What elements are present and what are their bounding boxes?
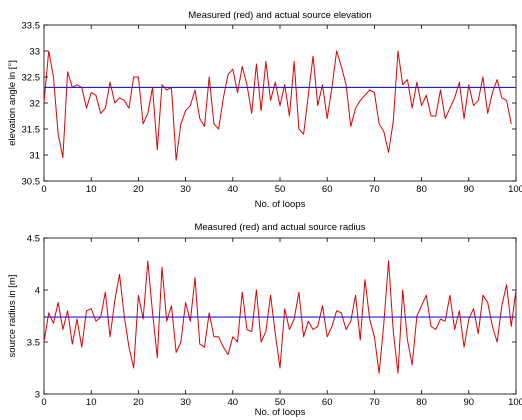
radius-y-tick-label: 4 [35, 286, 40, 297]
elevation-chart: Measured (red) and actual source elevati… [7, 10, 522, 210]
radius-y-tick-label: 3.5 [27, 338, 40, 349]
elevation-x-tick-label: 80 [416, 184, 427, 195]
elevation-y-axis-label: elevation angle in [°] [7, 60, 18, 146]
elevation-x-tick-label: 10 [86, 184, 97, 195]
elevation-y-tick-label: 32.5 [22, 73, 41, 84]
radius-x-tick-label: 50 [275, 397, 286, 408]
elevation-x-tick-label: 30 [180, 184, 191, 195]
elevation-y-tick-label: 32 [29, 99, 40, 110]
elevation-x-tick-label: 50 [275, 184, 286, 195]
elevation-x-tick-label: 20 [133, 184, 144, 195]
elevation-x-axis-label: No. of loops [255, 199, 306, 210]
radius-chart: Measured (red) and actual source radius … [7, 222, 522, 418]
radius-x-tick-label: 30 [180, 397, 191, 408]
elevation-y-tick-label: 31.5 [22, 125, 41, 136]
radius-x-tick-label: 70 [369, 397, 380, 408]
radius-x-tick-label: 20 [133, 397, 144, 408]
radius-chart-title: Measured (red) and actual source radius [194, 222, 365, 233]
radius-x-tick-label: 60 [322, 397, 333, 408]
elevation-x-tick-label: 90 [464, 184, 475, 195]
radius-y-tick-label: 3 [35, 390, 40, 401]
elevation-y-tick-label: 30.5 [22, 177, 41, 188]
elevation-x-tick-label: 70 [369, 184, 380, 195]
elevation-y-tick-label: 31 [29, 151, 40, 162]
elevation-y-tick-label: 33.5 [22, 21, 41, 32]
radius-x-tick-label: 40 [228, 397, 239, 408]
elevation-measured-series-line [43, 50, 512, 161]
radius-x-tick-label: 80 [416, 397, 427, 408]
radius-y-tick-label: 4.5 [27, 234, 40, 245]
elevation-x-tick-label: 40 [228, 184, 239, 195]
radius-x-tick-label: 100 [508, 397, 522, 408]
radius-x-tick-label: 10 [86, 397, 97, 408]
radius-plot-area [43, 237, 517, 395]
radius-x-tick-label: 0 [41, 397, 46, 408]
elevation-y-tick-label: 33 [29, 47, 40, 58]
elevation-plot-area [43, 24, 517, 182]
radius-measured-series-line [43, 260, 517, 374]
radius-x-axis-label: No. of loops [255, 407, 306, 418]
radius-x-tick-label: 90 [464, 397, 475, 408]
elevation-x-tick-label: 100 [508, 184, 522, 195]
radius-y-axis-label: source radius in [m] [7, 275, 18, 358]
elevation-x-tick-label: 60 [322, 184, 333, 195]
elevation-chart-title: Measured (red) and actual source elevati… [188, 10, 371, 21]
elevation-x-tick-label: 0 [41, 184, 46, 195]
